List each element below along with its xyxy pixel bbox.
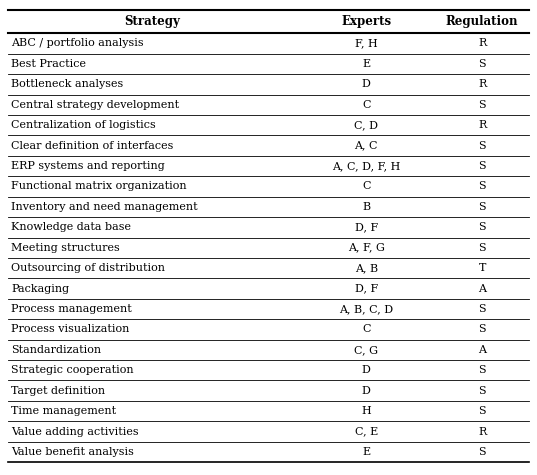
Text: A, C: A, C	[354, 141, 378, 151]
Text: S: S	[478, 243, 486, 253]
Text: A: A	[478, 284, 486, 294]
Text: Knowledge data base: Knowledge data base	[11, 222, 131, 232]
Text: T: T	[478, 263, 486, 273]
Text: D, F: D, F	[354, 222, 378, 232]
Text: Packaging: Packaging	[11, 284, 69, 294]
Text: Value adding activities: Value adding activities	[11, 427, 139, 437]
Text: Regulation: Regulation	[446, 15, 518, 28]
Text: C, G: C, G	[354, 345, 378, 355]
Text: Process management: Process management	[11, 304, 132, 314]
Text: A, C, D, F, H: A, C, D, F, H	[332, 161, 401, 171]
Text: Experts: Experts	[341, 15, 391, 28]
Text: Best Practice: Best Practice	[11, 59, 86, 69]
Text: C: C	[362, 100, 371, 110]
Text: Value benefit analysis: Value benefit analysis	[11, 447, 134, 457]
Text: ERP systems and reporting: ERP systems and reporting	[11, 161, 165, 171]
Text: Target definition: Target definition	[11, 386, 105, 396]
Text: S: S	[478, 365, 486, 375]
Text: S: S	[478, 141, 486, 151]
Text: S: S	[478, 59, 486, 69]
Text: C: C	[362, 181, 371, 191]
Text: Process visualization: Process visualization	[11, 324, 129, 334]
Text: R: R	[478, 79, 486, 89]
Text: D: D	[362, 79, 371, 89]
Text: H: H	[361, 406, 371, 416]
Text: C, E: C, E	[354, 427, 378, 437]
Text: Bottleneck analyses: Bottleneck analyses	[11, 79, 124, 89]
Text: Centralization of logistics: Centralization of logistics	[11, 120, 156, 130]
Text: A: A	[478, 345, 486, 355]
Text: B: B	[362, 202, 370, 212]
Text: S: S	[478, 386, 486, 396]
Text: Strategic cooperation: Strategic cooperation	[11, 365, 134, 375]
Text: S: S	[478, 304, 486, 314]
Text: S: S	[478, 447, 486, 457]
Text: S: S	[478, 406, 486, 416]
Text: R: R	[478, 427, 486, 437]
Text: S: S	[478, 202, 486, 212]
Text: A, B: A, B	[354, 263, 378, 273]
Text: E: E	[362, 59, 370, 69]
Text: Functional matrix organization: Functional matrix organization	[11, 181, 187, 191]
Text: R: R	[478, 38, 486, 48]
Text: S: S	[478, 100, 486, 110]
Text: Strategy: Strategy	[125, 15, 180, 28]
Text: ABC / portfolio analysis: ABC / portfolio analysis	[11, 38, 144, 48]
Text: S: S	[478, 222, 486, 232]
Text: Time management: Time management	[11, 406, 117, 416]
Text: S: S	[478, 181, 486, 191]
Text: F, H: F, H	[355, 38, 378, 48]
Text: A, F, G: A, F, G	[348, 243, 384, 253]
Text: Inventory and need management: Inventory and need management	[11, 202, 198, 212]
Text: S: S	[478, 161, 486, 171]
Text: D: D	[362, 386, 371, 396]
Text: D: D	[362, 365, 371, 375]
Text: Meeting structures: Meeting structures	[11, 243, 120, 253]
Text: D, F: D, F	[354, 284, 378, 294]
Text: C, D: C, D	[354, 120, 378, 130]
Text: Clear definition of interfaces: Clear definition of interfaces	[11, 141, 173, 151]
Text: A, B, C, D: A, B, C, D	[339, 304, 393, 314]
Text: Central strategy development: Central strategy development	[11, 100, 179, 110]
Text: E: E	[362, 447, 370, 457]
Text: Outsourcing of distribution: Outsourcing of distribution	[11, 263, 165, 273]
Text: Standardization: Standardization	[11, 345, 101, 355]
Text: C: C	[362, 324, 371, 334]
Text: S: S	[478, 324, 486, 334]
Text: R: R	[478, 120, 486, 130]
